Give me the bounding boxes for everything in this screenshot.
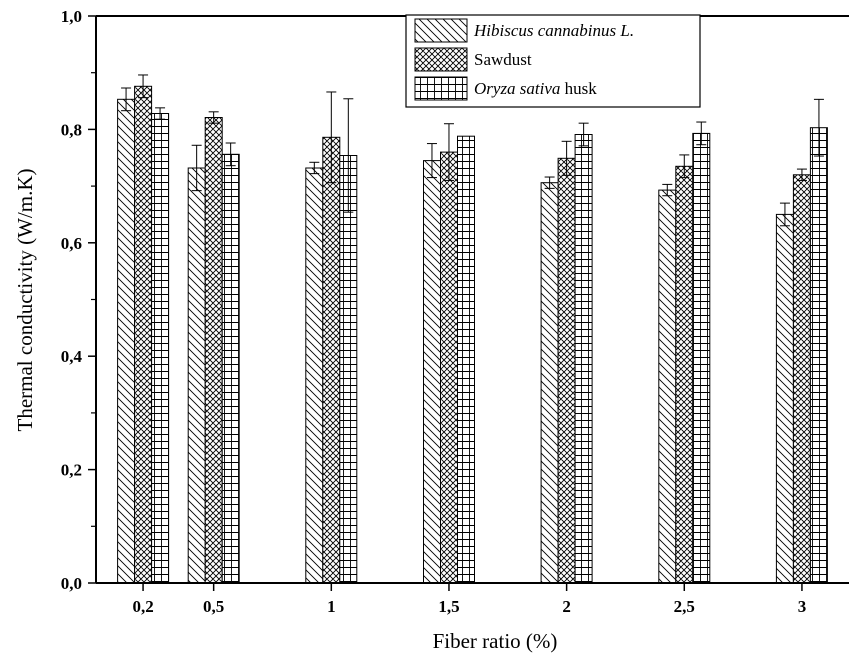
error-bar [578, 122, 589, 147]
bar [574, 134, 593, 584]
error-bar [796, 168, 807, 181]
x-tick-label: 3 [798, 597, 807, 616]
bar [187, 167, 206, 584]
x-tick-label: 1,5 [438, 597, 459, 616]
bar [151, 113, 170, 584]
y-tick-label: 0,6 [61, 234, 82, 253]
error-bar [326, 91, 337, 184]
y-tick-label: 0,8 [61, 120, 82, 139]
bar [305, 167, 324, 584]
error-bar [191, 144, 202, 192]
bar [658, 189, 677, 584]
legend: Hibiscus cannabinus L. Sawdust Oryza sativ… [405, 14, 701, 108]
bar [792, 174, 811, 584]
legend-label: Sawdust [474, 50, 532, 69]
error-bar [813, 98, 824, 157]
error-bar [208, 111, 219, 124]
bar [557, 157, 576, 584]
error-bar [138, 74, 149, 99]
x-ticks: 0,2 0,5 1 1,5 2 2,5 3 [132, 583, 806, 616]
x-tick-label: 0,2 [132, 597, 153, 616]
bar [423, 160, 441, 584]
bar [775, 213, 794, 584]
error-bar [662, 183, 673, 197]
error-bar [679, 154, 690, 179]
x-tick-label: 1 [327, 597, 336, 616]
bar [339, 155, 358, 584]
legend-swatch [414, 76, 468, 101]
bar [457, 135, 475, 584]
y-tick-label: 0,0 [61, 574, 82, 593]
legend-label: Hibiscus cannabinus L. [473, 21, 634, 40]
y-axis-title: Thermal conductivity (W/m.K) [13, 168, 37, 431]
legend-swatch [414, 18, 468, 43]
error-bars-layer [121, 74, 824, 227]
bar [540, 182, 559, 584]
x-axis-title: Fiber ratio (%) [433, 629, 558, 653]
y-tick-label: 0,2 [61, 461, 82, 480]
bars-layer [117, 85, 828, 584]
bar [322, 136, 341, 584]
bar [692, 132, 711, 584]
error-bar [779, 202, 790, 227]
bar [809, 127, 828, 584]
y-tick-label: 0,4 [61, 347, 83, 366]
error-bar [561, 140, 572, 176]
x-tick-label: 2 [562, 597, 571, 616]
error-bar [696, 121, 707, 146]
error-bar [443, 123, 454, 181]
bar [221, 153, 240, 584]
error-bar [225, 142, 236, 167]
y-tick-label: 1,0 [61, 7, 82, 26]
error-bar [343, 98, 354, 213]
legend-swatch [414, 47, 468, 72]
bar [117, 98, 136, 584]
legend-label: Oryza sativa husk [474, 79, 597, 98]
bar [134, 85, 153, 584]
error-bar [426, 143, 437, 179]
x-tick-label: 2,5 [674, 597, 695, 616]
bar [440, 151, 458, 584]
error-bar [155, 107, 166, 120]
error-bar [309, 161, 320, 175]
bar [204, 117, 223, 584]
error-bar [121, 87, 132, 112]
x-tick-label: 0,5 [203, 597, 224, 616]
y-ticks: 0,0 0,2 0,4 0,6 0,8 1,0 [61, 7, 96, 593]
error-bar [544, 176, 555, 189]
bar [675, 165, 694, 584]
